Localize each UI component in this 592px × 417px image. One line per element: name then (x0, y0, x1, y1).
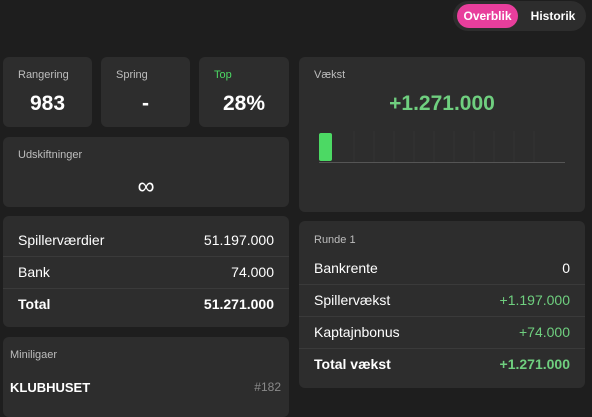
row-label: Total (18, 296, 51, 312)
league-rank: #182 (254, 380, 281, 394)
stat-card: Spring - (101, 57, 190, 127)
row-value: 51.271.000 (203, 296, 274, 312)
stat-value: 983 (29, 92, 66, 115)
growth-card: Vækst +1.271.000 (299, 57, 585, 212)
stat-label: Spring (116, 69, 148, 81)
row-value: 74.000 (231, 264, 274, 280)
row-value: +74.000 (519, 324, 570, 340)
row-value: +1.271.000 (499, 356, 570, 372)
round-card: Runde 1 Bankrente 0 Spillervækst +1.197.00… (299, 221, 585, 388)
growth-value: +1.271.000 (389, 92, 495, 115)
stat-value: 28% (222, 92, 266, 115)
substitutions-label: Udskiftninger (18, 149, 83, 161)
stat-label: Rangering (18, 69, 69, 81)
stat-label: Top (214, 69, 232, 81)
growth-label: Vækst (314, 69, 346, 81)
mini-leagues-label: Miniligaer (10, 349, 58, 361)
row-label: Bankrente (314, 260, 378, 276)
page: Overblik Historik Rangering 983 Spring -… (3, 1, 586, 417)
row-label: Bank (18, 264, 50, 280)
row-label: Spillervækst (314, 292, 391, 308)
value-row: Bank 74.000 (3, 256, 289, 289)
substitutions-card: Udskiftninger ∞ (3, 137, 289, 207)
round-row: Bankrente 0 (299, 252, 585, 285)
round-row: Spillervækst +1.197.000 (299, 284, 585, 317)
row-value: 51.197.000 (203, 232, 274, 248)
growth-chart (319, 131, 565, 163)
stat-card: Rangering 983 (3, 57, 92, 127)
stat-value: - (142, 92, 149, 115)
tab-history[interactable]: Historik (530, 9, 576, 23)
round-row: Total vækst +1.271.000 (299, 348, 585, 380)
row-value: +1.197.000 (499, 292, 570, 308)
league-name[interactable]: KLUBHUSET (10, 380, 91, 395)
row-value: 0 (562, 260, 570, 276)
value-card: Spillerværdier 51.197.000 Bank 74.000 Tota… (3, 216, 289, 327)
substitutions-value: ∞ (137, 173, 155, 200)
stat-card: Top 28% (199, 57, 289, 127)
value-row: Spillerværdier 51.197.000 (3, 224, 289, 257)
round-label: Runde 1 (314, 234, 356, 246)
mini-leagues-card: Miniligaer KLUBHUSET #182 (3, 337, 289, 417)
round-row: Kaptajnbonus +74.000 (299, 316, 585, 349)
value-row: Total 51.271.000 (3, 288, 289, 320)
row-label: Total vækst (314, 356, 391, 372)
growth-bar (319, 133, 332, 161)
tab-overview[interactable]: Overblik (457, 4, 518, 28)
view-toggle: Overblik Historik (453, 1, 586, 31)
row-label: Spillerværdier (18, 232, 105, 248)
row-label: Kaptajnbonus (314, 324, 400, 340)
